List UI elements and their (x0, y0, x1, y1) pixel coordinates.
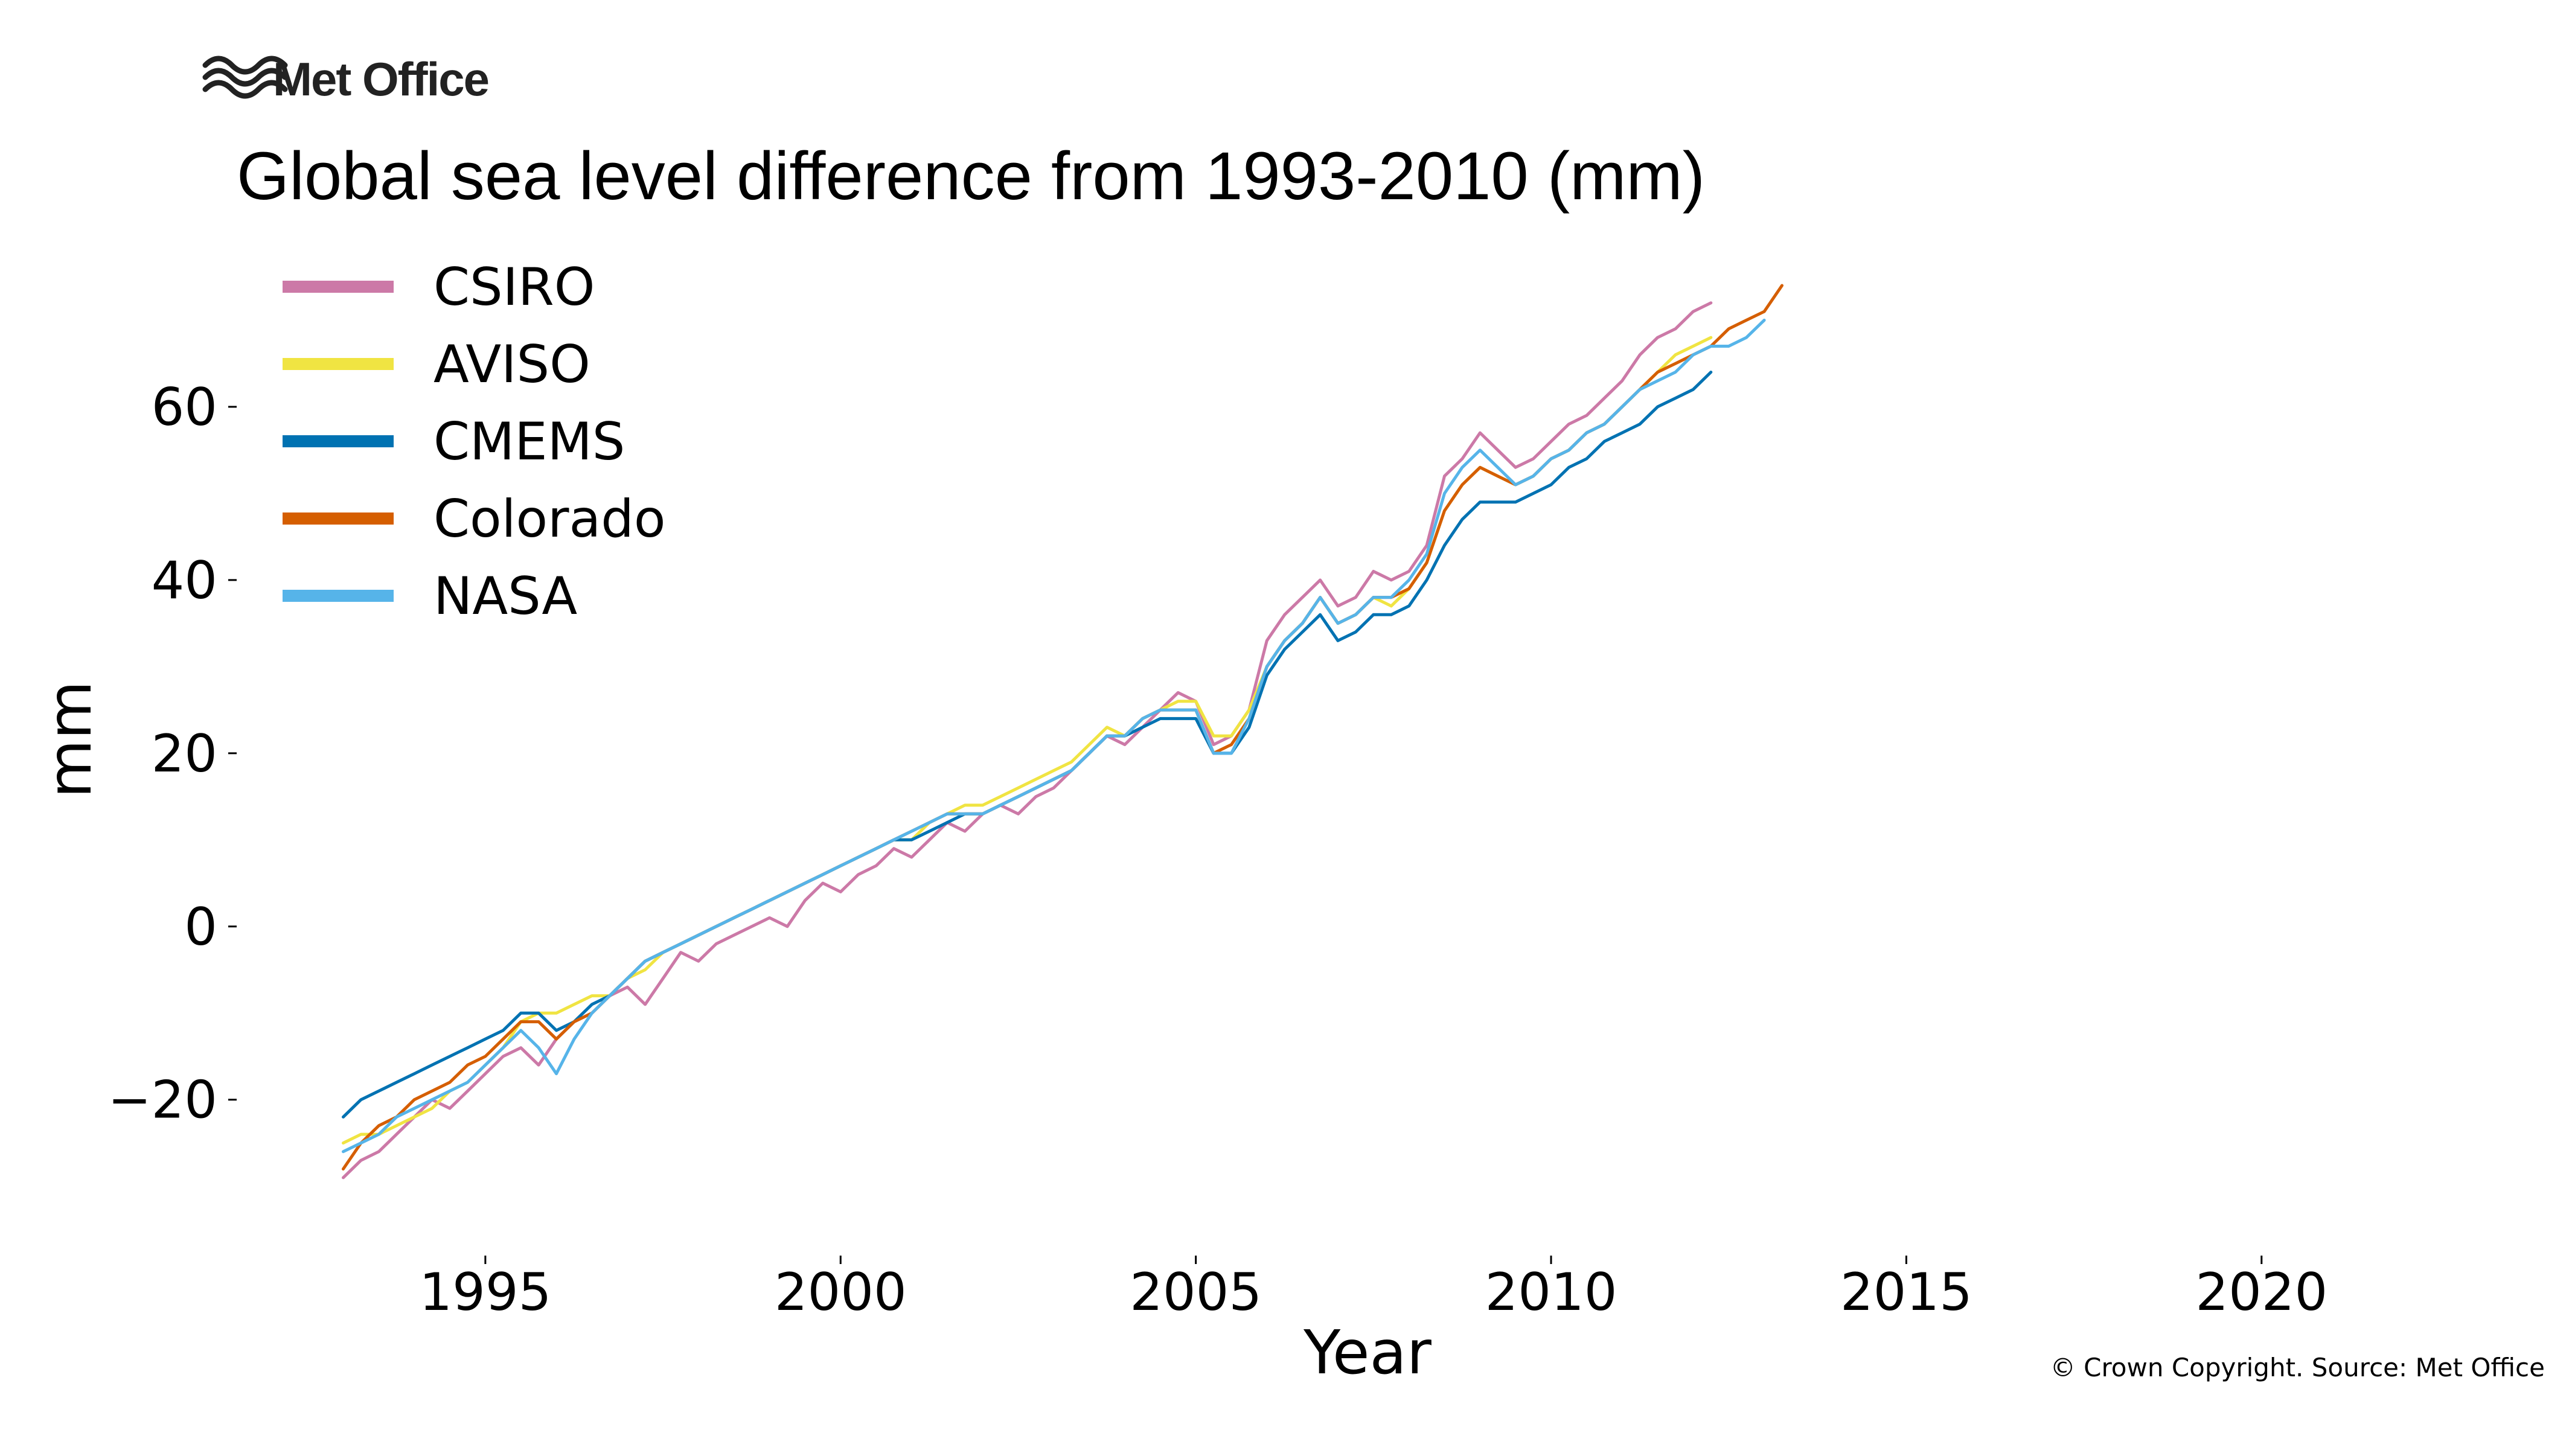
y-tick-label: 60 (152, 377, 217, 438)
met-office-logo: Met Office (202, 53, 490, 106)
x-tick-label: 2015 (1840, 1262, 1972, 1323)
x-tick-label: 1995 (419, 1262, 551, 1323)
series-group (342, 284, 1783, 1180)
legend-label-nasa: NASA (433, 566, 577, 627)
met-office-wordmark: Met Office (273, 53, 488, 106)
y-tick-label: 0 (184, 897, 217, 957)
x-tick-label: 2005 (1130, 1262, 1262, 1323)
x-tick-label: 2000 (775, 1262, 907, 1323)
y-tick-label: 40 (152, 551, 217, 611)
y-axis-label: mm (34, 681, 105, 799)
chart-title: Global sea level difference from 1993-20… (237, 138, 1705, 214)
y-tick-label: 20 (152, 724, 217, 784)
y-axis: −20 0 20 40 60 (108, 377, 237, 1131)
x-axis-label: Year (1303, 1317, 1432, 1388)
legend: CSIRO AVISO CMEMS Colorado NASA (283, 257, 665, 627)
x-axis: 1995 2000 2005 2010 2015 2020 (419, 1256, 2327, 1323)
legend-label-csiro: CSIRO (433, 257, 595, 318)
copyright-note: © Crown Copyright. Source: Met Office (2050, 1353, 2545, 1382)
legend-label-colorado: Colorado (433, 489, 665, 549)
series-line-cmems (342, 371, 1713, 1119)
series-line-nasa (342, 318, 1766, 1154)
legend-label-aviso: AVISO (433, 334, 590, 395)
met-office-waves-icon (202, 56, 288, 99)
x-tick-label: 2020 (2195, 1262, 2327, 1323)
legend-label-cmems: CMEMS (433, 412, 625, 472)
y-tick-label: −20 (108, 1070, 218, 1131)
x-tick-label: 2010 (1485, 1262, 1617, 1323)
